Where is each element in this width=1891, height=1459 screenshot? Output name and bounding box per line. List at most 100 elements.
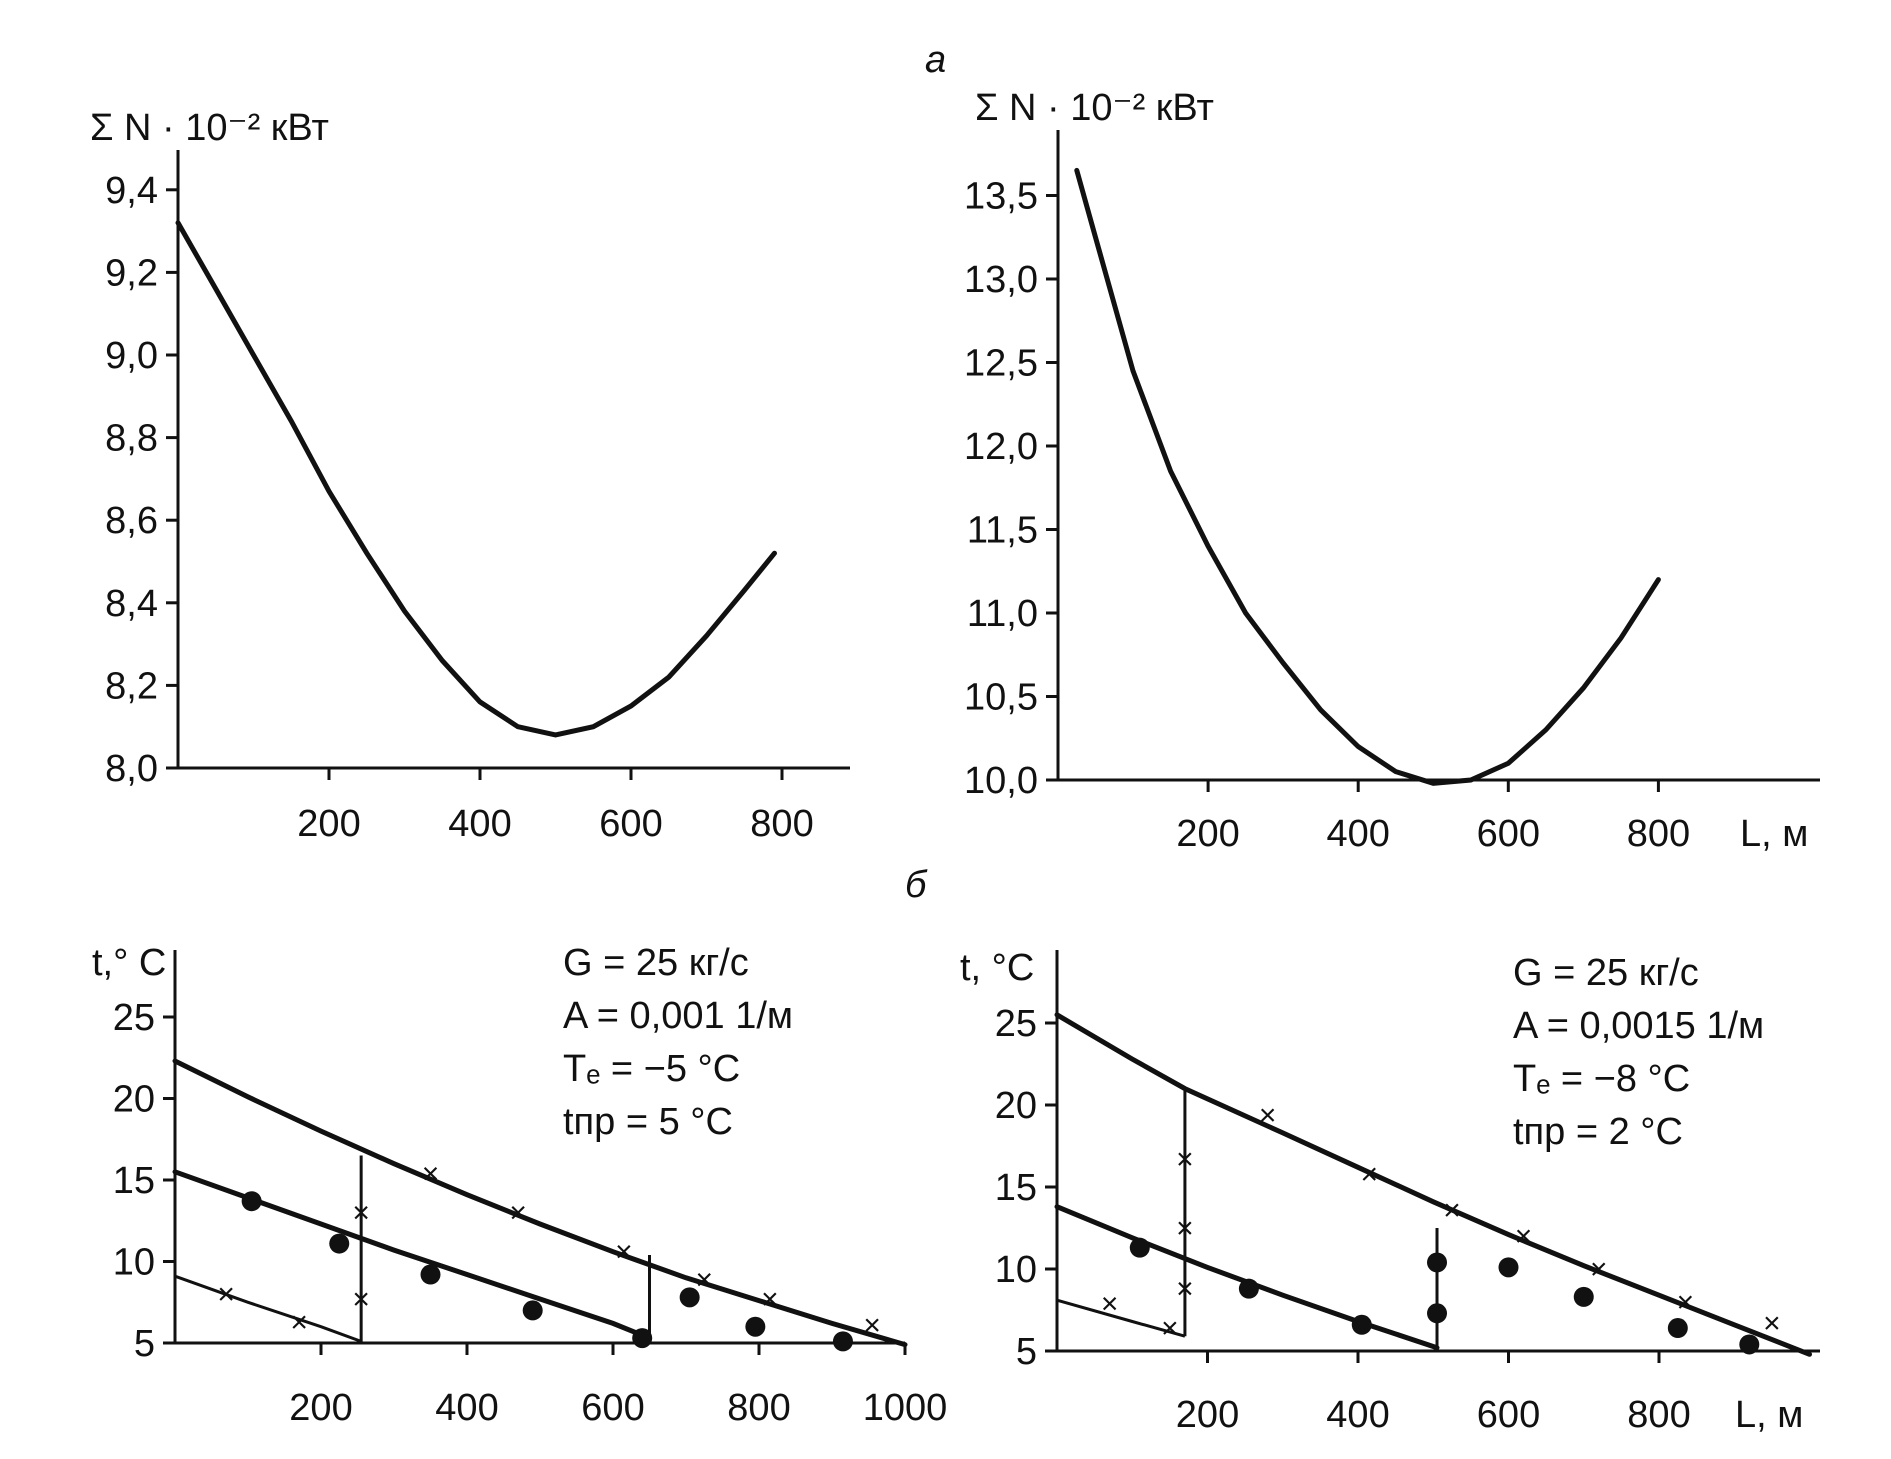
data-point-cross: × bbox=[1515, 1220, 1533, 1253]
y-tick-label: 5 bbox=[134, 1323, 155, 1365]
param-text: Tₑ = −5 °С bbox=[563, 1048, 740, 1090]
x-tick-label: 200 bbox=[1176, 813, 1239, 855]
y-tick-label: 11,5 bbox=[967, 510, 1038, 552]
chart-top-right: 10,0 10,5 11,0 11,5 12,0 12,5 13,0 13,5 200 400 60… bbox=[964, 87, 1820, 855]
x-tick-label: 800 bbox=[1627, 1394, 1690, 1436]
y-tick-label: 8,0 bbox=[105, 748, 158, 790]
x-tick-label: 400 bbox=[1326, 813, 1389, 855]
y-tick-label: 13,5 bbox=[964, 176, 1038, 218]
data-point-cross: × bbox=[1590, 1253, 1608, 1286]
data-point-dot bbox=[522, 1300, 543, 1321]
data-point-cross: × bbox=[1101, 1287, 1119, 1320]
y-tick-label: 8,6 bbox=[105, 500, 158, 542]
param-text: tпр = 5 °С bbox=[563, 1101, 733, 1143]
x-axis-label: L, м bbox=[1740, 813, 1808, 855]
data-point-dot bbox=[329, 1233, 350, 1254]
chart-bottom-left: 5 10 15 20 25 200 400 600 800 1000 t,° C × × × × × × × × × ×… bbox=[92, 942, 947, 1429]
data-point-dot bbox=[1351, 1314, 1372, 1335]
param-text: A = 0,001 1/м bbox=[563, 995, 793, 1037]
data-point-cross: × bbox=[509, 1197, 527, 1230]
data-point-cross: × bbox=[1161, 1312, 1179, 1345]
data-point-dot bbox=[420, 1264, 441, 1285]
data-point-dot bbox=[1498, 1257, 1519, 1278]
data-point-cross: × bbox=[422, 1157, 440, 1190]
y-axis-label: t,° C bbox=[92, 942, 166, 984]
x-tick-label: 800 bbox=[750, 803, 813, 845]
data-point-cross: × bbox=[1259, 1099, 1277, 1132]
y-axis-label: Σ N · 10⁻² кВт bbox=[975, 87, 1214, 129]
y-tick-label: 13,0 bbox=[964, 259, 1038, 301]
y-axis-label: Σ N · 10⁻² кВт bbox=[90, 107, 329, 149]
x-tick-label: 400 bbox=[448, 803, 511, 845]
y-tick-label: 10,5 bbox=[964, 677, 1038, 719]
data-point-dot bbox=[1238, 1278, 1259, 1299]
y-tick-label: 25 bbox=[995, 1003, 1037, 1045]
power-curve bbox=[175, 220, 777, 738]
y-tick-label: 8,2 bbox=[105, 665, 158, 707]
x-tick-label: 400 bbox=[435, 1387, 498, 1429]
x-axis-label: L, м bbox=[1735, 1394, 1803, 1436]
param-text: A = 0,0015 1/м bbox=[1513, 1005, 1764, 1047]
chart-top-left: 8,0 8,2 8,4 8,6 8,8 9,0 9,2 9,4 200 400 600 800 Σ N … bbox=[90, 107, 850, 845]
data-point-dot bbox=[679, 1287, 700, 1308]
data-point-cross: × bbox=[1176, 1143, 1194, 1176]
data-point-cross: × bbox=[1763, 1307, 1781, 1340]
temperature-curve bbox=[1056, 1298, 1186, 1338]
y-tick-label: 20 bbox=[113, 1079, 155, 1121]
data-point-dot bbox=[1667, 1318, 1688, 1339]
data-point-cross: × bbox=[352, 1283, 370, 1316]
y-tick-label: 12,0 bbox=[964, 426, 1038, 468]
x-tick-label: 200 bbox=[289, 1387, 352, 1429]
panel-label-bottom: б bbox=[905, 864, 928, 906]
temperature-curve bbox=[172, 1058, 908, 1348]
temperature-curve bbox=[174, 1274, 362, 1343]
y-tick-label: 11,0 bbox=[967, 593, 1038, 635]
y-tick-label: 25 bbox=[113, 997, 155, 1039]
temperature-curve bbox=[1054, 1012, 1812, 1357]
data-point-cross: × bbox=[761, 1283, 779, 1316]
x-tick-label: 200 bbox=[297, 803, 360, 845]
x-tick-label: 800 bbox=[1627, 813, 1690, 855]
data-point-cross: × bbox=[1361, 1158, 1379, 1191]
data-point-dot bbox=[1427, 1252, 1448, 1273]
y-tick-label: 15 bbox=[113, 1160, 155, 1202]
param-text: G = 25 кг/с bbox=[1513, 952, 1699, 994]
data-point-cross: × bbox=[1176, 1273, 1194, 1306]
data-point-dot bbox=[632, 1328, 653, 1349]
data-point-dot bbox=[745, 1316, 766, 1337]
y-tick-label: 15 bbox=[995, 1167, 1037, 1209]
y-tick-label: 10 bbox=[113, 1242, 155, 1284]
panel-label-top: а bbox=[925, 39, 946, 81]
data-point-cross: × bbox=[1443, 1194, 1461, 1227]
x-tick-label: 400 bbox=[1326, 1394, 1389, 1436]
data-point-cross: × bbox=[695, 1263, 713, 1296]
data-point-cross: × bbox=[615, 1236, 633, 1269]
data-point-dot bbox=[1739, 1334, 1760, 1355]
x-tick-label: 600 bbox=[1477, 1394, 1540, 1436]
data-point-dot bbox=[241, 1191, 262, 1212]
y-tick-label: 9,2 bbox=[105, 252, 158, 294]
x-tick-label: 600 bbox=[599, 803, 662, 845]
param-text: G = 25 кг/с bbox=[563, 942, 749, 984]
param-text: tпр = 2 °С bbox=[1513, 1111, 1683, 1153]
data-point-dot bbox=[1573, 1286, 1594, 1307]
temperature-curve bbox=[1054, 1204, 1440, 1351]
x-tick-label: 1000 bbox=[863, 1387, 948, 1429]
power-curve bbox=[1074, 167, 1661, 786]
y-tick-label: 8,8 bbox=[105, 418, 158, 460]
x-tick-label: 600 bbox=[581, 1387, 644, 1429]
chart-bottom-right: 5 10 15 20 25 200 400 600 800 t, °С L, м × × × × × × × × × ×… bbox=[960, 947, 1820, 1436]
x-tick-label: 600 bbox=[1477, 813, 1540, 855]
y-tick-label: 8,4 bbox=[105, 583, 158, 625]
data-point-cross: × bbox=[217, 1278, 235, 1311]
x-tick-label: 800 bbox=[727, 1387, 790, 1429]
data-point-cross: × bbox=[1176, 1212, 1194, 1245]
data-point-cross: × bbox=[352, 1197, 370, 1230]
y-tick-label: 9,4 bbox=[105, 170, 158, 212]
data-point-dot bbox=[1427, 1303, 1448, 1324]
data-point-dot bbox=[1129, 1237, 1150, 1258]
y-tick-label: 10 bbox=[995, 1249, 1037, 1291]
data-point-cross: × bbox=[863, 1309, 881, 1342]
y-tick-label: 12,5 bbox=[964, 343, 1038, 385]
